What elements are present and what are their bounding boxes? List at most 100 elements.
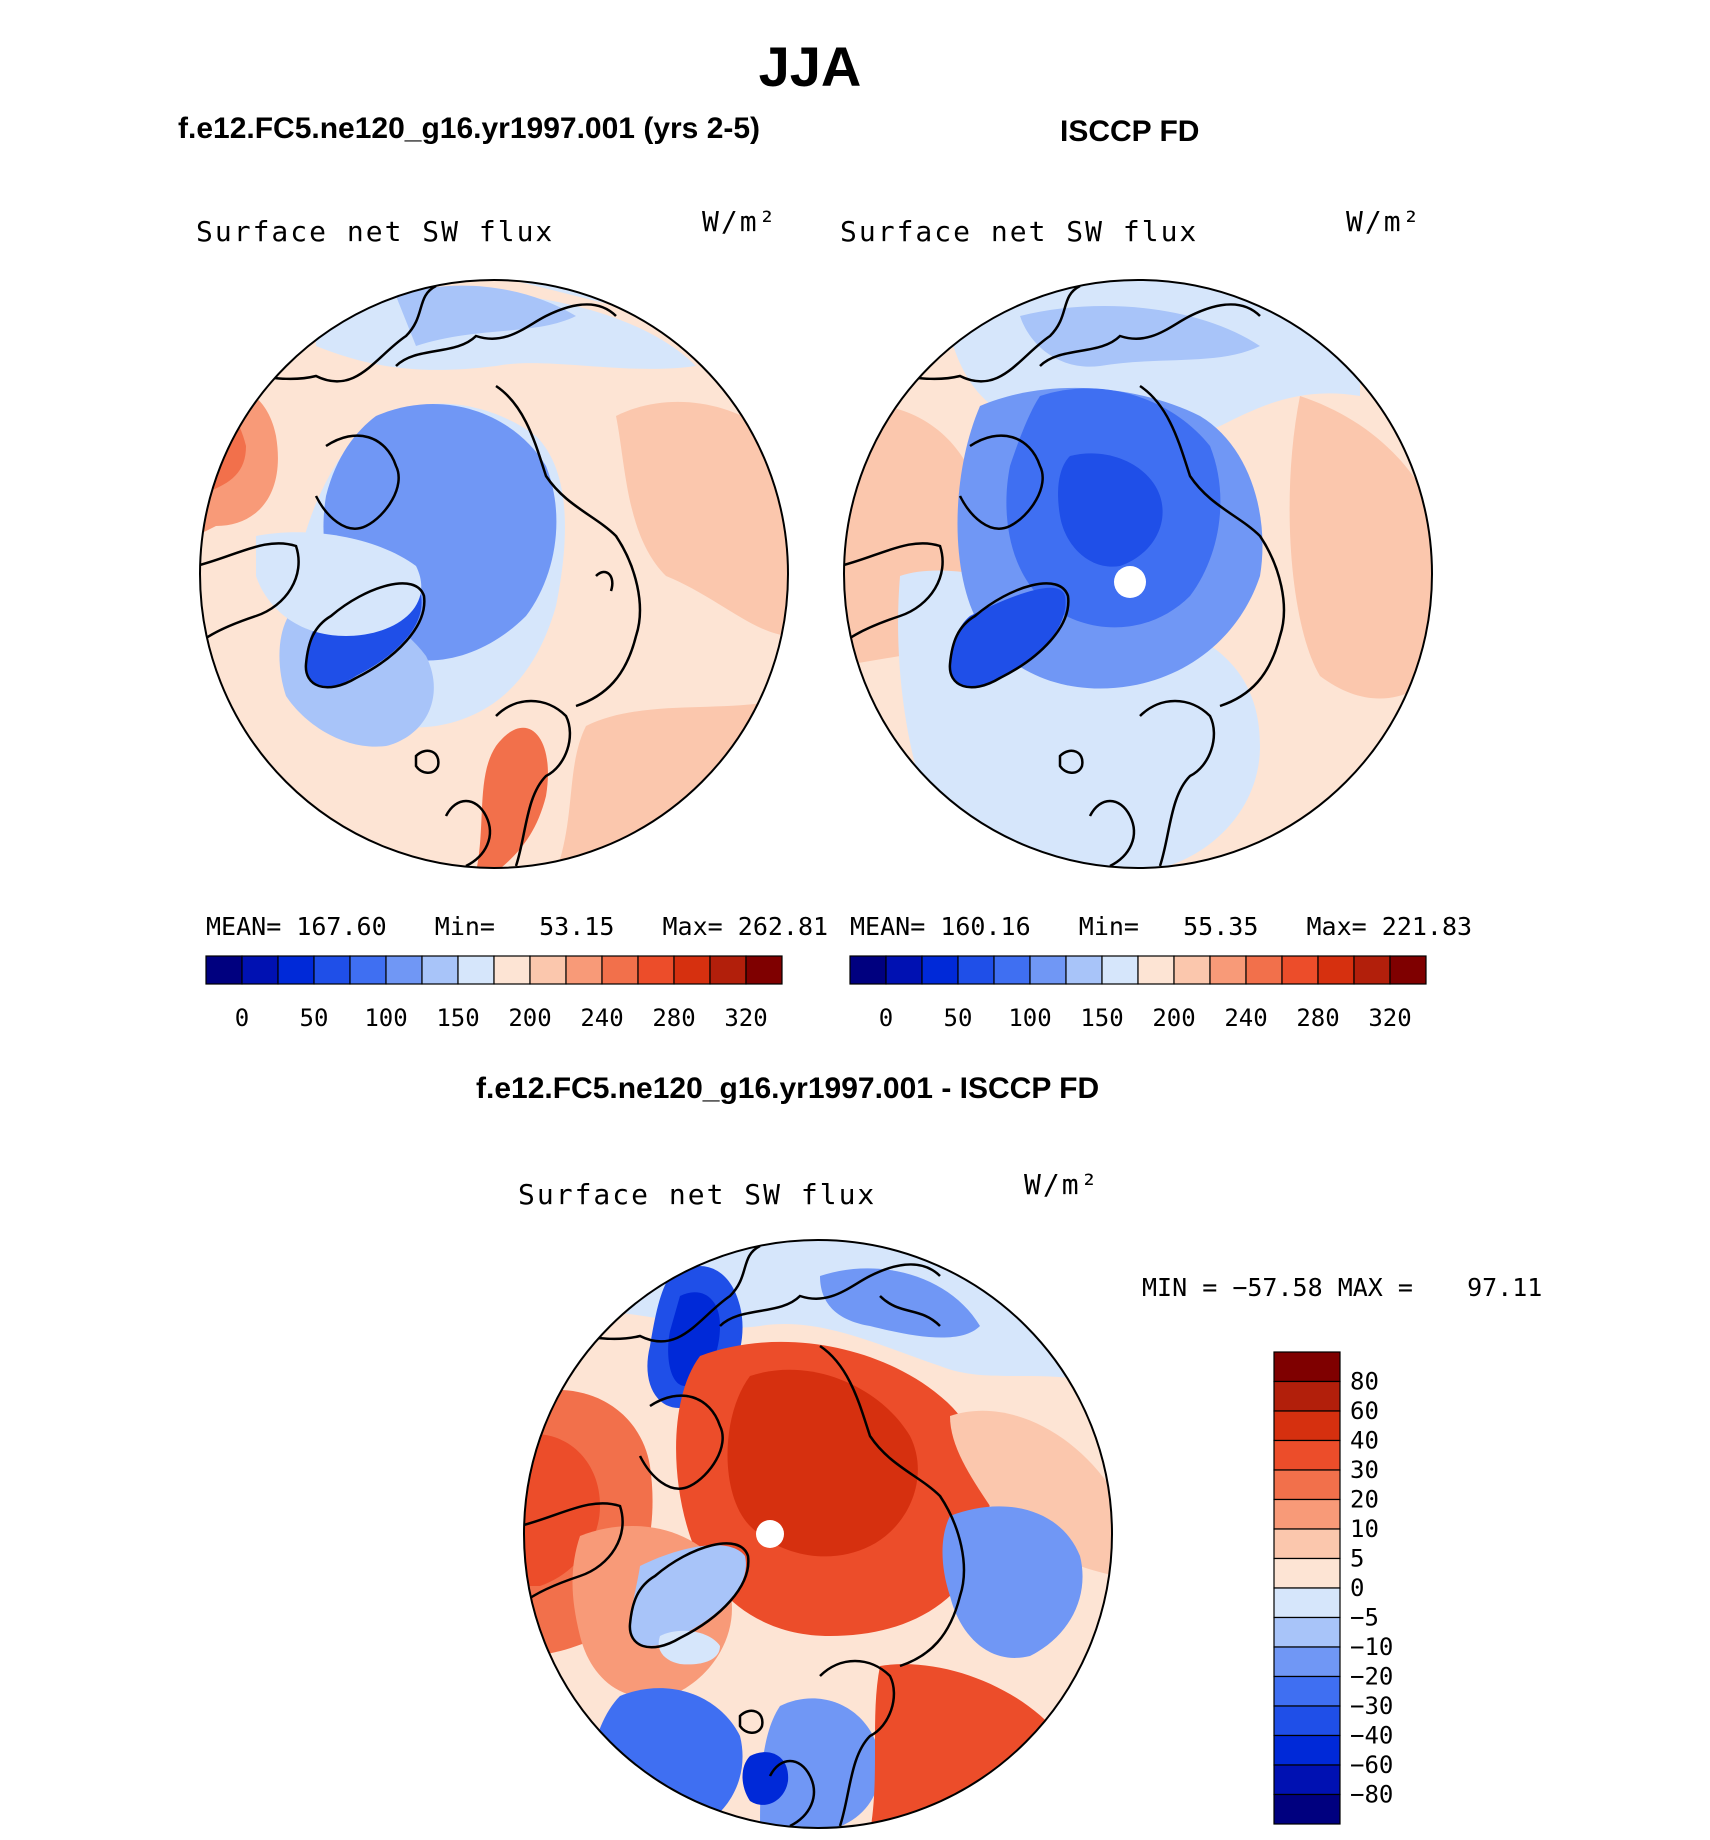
diff-colorbar-swatches xyxy=(1273,1351,1341,1825)
diff-max-label: MAX = xyxy=(1337,1273,1413,1302)
colorbar-swatch-2-3 xyxy=(1273,1439,1341,1471)
colorbar-tick-1-6: 280 xyxy=(1296,1004,1339,1030)
colorbar-swatch-1-7 xyxy=(1101,955,1139,985)
colorbar-swatch-2-4 xyxy=(1273,1469,1341,1501)
colorbar-tick-1-4: 200 xyxy=(1152,1004,1195,1030)
model-colorbar: 0 50 100 150 200 240 280 320 xyxy=(205,955,783,1030)
model-max-value: 262.81 xyxy=(737,912,829,941)
colorbar-swatch-1-4 xyxy=(993,955,1031,985)
colorbar-tick-2-8: −5 xyxy=(1350,1604,1379,1632)
colorbar-tick-0-2: 100 xyxy=(364,1004,407,1030)
colorbar-swatch-0-11 xyxy=(601,955,639,985)
diff-units-label: W/m² xyxy=(1024,1168,1100,1201)
diff-polar-map xyxy=(523,1239,1113,1829)
colorbar-swatch-0-15 xyxy=(745,955,783,985)
colorbar-swatch-1-9 xyxy=(1173,955,1211,985)
colorbar-tick-2-0: 80 xyxy=(1350,1368,1379,1396)
obs-variable-label: Surface net SW flux xyxy=(840,215,1199,248)
colorbar-swatch-0-7 xyxy=(457,955,495,985)
colorbar-swatch-2-11 xyxy=(1273,1675,1341,1707)
colorbar-swatch-0-2 xyxy=(277,955,315,985)
colorbar-tick-2-9: −10 xyxy=(1350,1633,1393,1661)
colorbar-swatch-0-13 xyxy=(673,955,711,985)
colorbar-swatch-2-5 xyxy=(1273,1498,1341,1530)
colorbar-swatch-2-8 xyxy=(1273,1587,1341,1619)
colorbar-swatch-2-15 xyxy=(1273,1793,1341,1825)
colorbar-swatch-0-9 xyxy=(529,955,567,985)
obs-max-value: 221.83 xyxy=(1381,912,1473,941)
colorbar-tick-1-7: 320 xyxy=(1368,1004,1411,1030)
colorbar-swatch-2-9 xyxy=(1273,1616,1341,1648)
colorbar-swatch-2-2 xyxy=(1273,1410,1341,1442)
colorbar-tick-1-1: 50 xyxy=(944,1004,973,1030)
model-panel-title: f.e12.FC5.ne120_g16.yr1997.001 (yrs 2-5) xyxy=(178,112,761,145)
colorbar-swatch-0-8 xyxy=(493,955,531,985)
colorbar-swatch-1-15 xyxy=(1389,955,1427,985)
obs-min-label: Min= xyxy=(1078,912,1139,941)
model-min-value: 53.15 xyxy=(539,912,615,941)
colorbar-tick-1-2: 100 xyxy=(1008,1004,1051,1030)
colorbar-swatch-0-3 xyxy=(313,955,351,985)
obs-max-label: Max= xyxy=(1306,912,1367,941)
colorbar-tick-2-7: 0 xyxy=(1350,1574,1364,1602)
model-colorbar-ticks: 0 50 100 150 200 240 280 320 xyxy=(235,1004,768,1030)
colorbar-tick-0-5: 240 xyxy=(580,1004,623,1030)
obs-colorbar-ticks: 0 50 100 150 200 240 280 320 xyxy=(879,1004,1412,1030)
colorbar-tick-1-0: 0 xyxy=(879,1004,893,1030)
colorbar-swatch-1-1 xyxy=(885,955,923,985)
colorbar-tick-2-6: 5 xyxy=(1350,1545,1364,1573)
colorbar-swatch-0-0 xyxy=(205,955,243,985)
model-polar-map xyxy=(199,279,789,869)
colorbar-swatch-0-4 xyxy=(349,955,387,985)
colorbar-tick-2-13: −60 xyxy=(1350,1751,1393,1779)
model-units-label: W/m² xyxy=(702,205,778,238)
colorbar-swatch-2-6 xyxy=(1273,1528,1341,1560)
model-mean-label: MEAN= xyxy=(206,912,282,941)
model-colorbar-swatches xyxy=(205,955,783,985)
colorbar-tick-0-3: 150 xyxy=(436,1004,479,1030)
colorbar-swatch-2-7 xyxy=(1273,1557,1341,1589)
colorbar-tick-0-1: 50 xyxy=(300,1004,329,1030)
colorbar-tick-2-3: 30 xyxy=(1350,1456,1379,1484)
colorbar-tick-2-4: 20 xyxy=(1350,1486,1379,1514)
colorbar-swatch-2-10 xyxy=(1273,1646,1341,1678)
colorbar-swatch-2-12 xyxy=(1273,1705,1341,1737)
colorbar-tick-0-4: 200 xyxy=(508,1004,551,1030)
colorbar-swatch-1-11 xyxy=(1245,955,1283,985)
model-variable-label: Surface net SW flux xyxy=(196,215,555,248)
colorbar-swatch-0-6 xyxy=(421,955,459,985)
colorbar-tick-2-1: 60 xyxy=(1350,1397,1379,1425)
diff-min-label: MIN = xyxy=(1142,1273,1218,1302)
colorbar-tick-2-14: −80 xyxy=(1350,1781,1393,1809)
model-max-label: Max= xyxy=(662,912,723,941)
colorbar-swatch-1-13 xyxy=(1317,955,1355,985)
diff-variable-label: Surface net SW flux xyxy=(518,1178,877,1211)
colorbar-swatch-1-0 xyxy=(849,955,887,985)
page-title: JJA xyxy=(758,35,862,98)
obs-mean-value: 160.16 xyxy=(940,912,1031,941)
diff-min-value: −57.58 xyxy=(1232,1273,1323,1302)
colorbar-swatch-2-14 xyxy=(1273,1764,1341,1796)
colorbar-tick-0-0: 0 xyxy=(235,1004,249,1030)
colorbar-tick-0-6: 280 xyxy=(652,1004,695,1030)
colorbar-tick-2-11: −30 xyxy=(1350,1692,1393,1720)
colorbar-swatch-0-5 xyxy=(385,955,423,985)
model-min-label: Min= xyxy=(434,912,495,941)
colorbar-swatch-0-10 xyxy=(565,955,603,985)
diff-panel-title: f.e12.FC5.ne120_g16.yr1997.001 - ISCCP F… xyxy=(476,1072,1100,1105)
colorbar-swatch-2-0 xyxy=(1273,1351,1341,1383)
colorbar-swatch-1-3 xyxy=(957,955,995,985)
colorbar-swatch-1-2 xyxy=(921,955,959,985)
colorbar-tick-2-12: −40 xyxy=(1350,1722,1393,1750)
colorbar-swatch-1-12 xyxy=(1281,955,1319,985)
obs-colorbar-swatches xyxy=(849,955,1427,985)
colorbar-swatch-0-14 xyxy=(709,955,747,985)
colorbar-tick-0-7: 320 xyxy=(724,1004,767,1030)
colorbar-tick-1-5: 240 xyxy=(1224,1004,1267,1030)
colorbar-tick-1-3: 150 xyxy=(1080,1004,1123,1030)
obs-polar-map xyxy=(843,279,1433,869)
colorbar-swatch-1-14 xyxy=(1353,955,1391,985)
model-mean-value: 167.60 xyxy=(296,912,387,941)
